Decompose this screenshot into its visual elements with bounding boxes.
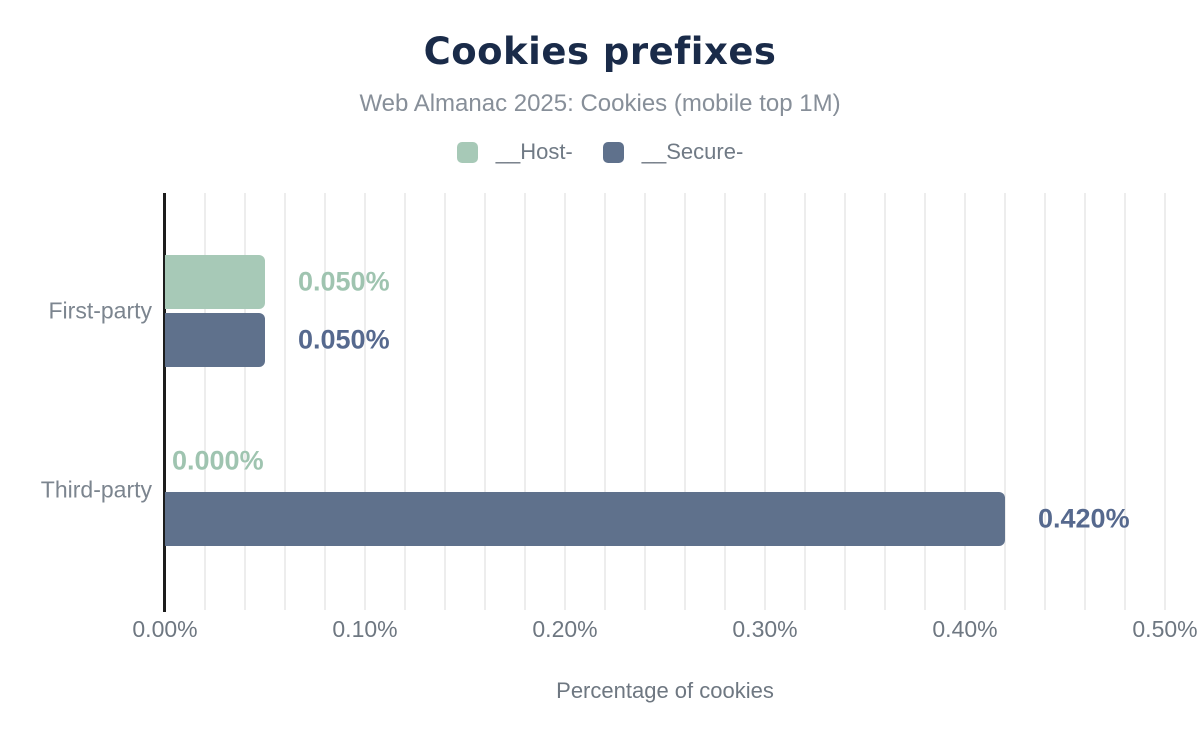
- gridline: [324, 193, 326, 610]
- bar-third-party--secure-[interactable]: [165, 491, 1005, 546]
- chart-title: Cookies prefixes: [423, 30, 777, 73]
- gridline: [924, 193, 926, 610]
- gridline: [964, 193, 966, 610]
- gridline: [764, 193, 766, 610]
- gridline: [244, 193, 246, 610]
- x-tick-label: 0.10%: [332, 616, 398, 642]
- legend: __Host- __Secure-: [0, 139, 1200, 165]
- legend-label: __Host-: [495, 139, 573, 164]
- gridline: [284, 193, 286, 610]
- gridline: [884, 193, 886, 610]
- legend-item--host-[interactable]: __Host-: [456, 139, 573, 165]
- gridline: [524, 193, 526, 610]
- gridline: [564, 193, 566, 610]
- category-label-first-party: First-party: [48, 297, 153, 324]
- x-tick-label: 0.50%: [1132, 616, 1198, 642]
- plot-area: 0.050% 0.050% 0.000% 0.420%: [165, 193, 1166, 610]
- x-tick-label: 0.00%: [132, 616, 198, 642]
- gridline: [444, 193, 446, 610]
- gridline: [724, 193, 726, 610]
- legend-item--secure-[interactable]: __Secure-: [602, 139, 744, 165]
- bar-first-party--secure-[interactable]: [165, 313, 265, 367]
- value-label: 0.420%: [1038, 503, 1130, 534]
- gridline: [404, 193, 406, 610]
- legend-label: __Secure-: [641, 139, 744, 164]
- x-tick-label: 0.30%: [732, 616, 798, 642]
- y-axis-line: [163, 193, 166, 612]
- gridline: [1164, 193, 1166, 610]
- gridline: [1044, 193, 1046, 610]
- category-label-third-party: Third-party: [40, 476, 152, 503]
- gridline: [644, 193, 646, 610]
- gridline: [1004, 193, 1006, 610]
- chart-subtitle: Web Almanac 2025: Cookies (mobile top 1M…: [359, 90, 841, 117]
- value-label: 0.000%: [172, 445, 264, 476]
- gridline: [1124, 193, 1126, 610]
- gridline: [364, 193, 366, 610]
- legend-swatch-icon: [456, 141, 478, 163]
- value-label: 0.050%: [298, 324, 390, 355]
- value-label: 0.050%: [298, 266, 390, 297]
- gridline: [204, 193, 206, 610]
- gridline: [844, 193, 846, 610]
- gridline: [1084, 193, 1086, 610]
- gridline: [604, 193, 606, 610]
- bar-first-party--host-[interactable]: [165, 255, 265, 309]
- x-axis-title: Percentage of cookies: [556, 678, 774, 703]
- legend-swatch-icon: [602, 141, 624, 163]
- x-tick-label: 0.40%: [932, 616, 998, 642]
- gridline: [804, 193, 806, 610]
- gridline: [684, 193, 686, 610]
- x-tick-label: 0.20%: [532, 616, 598, 642]
- gridline: [484, 193, 486, 610]
